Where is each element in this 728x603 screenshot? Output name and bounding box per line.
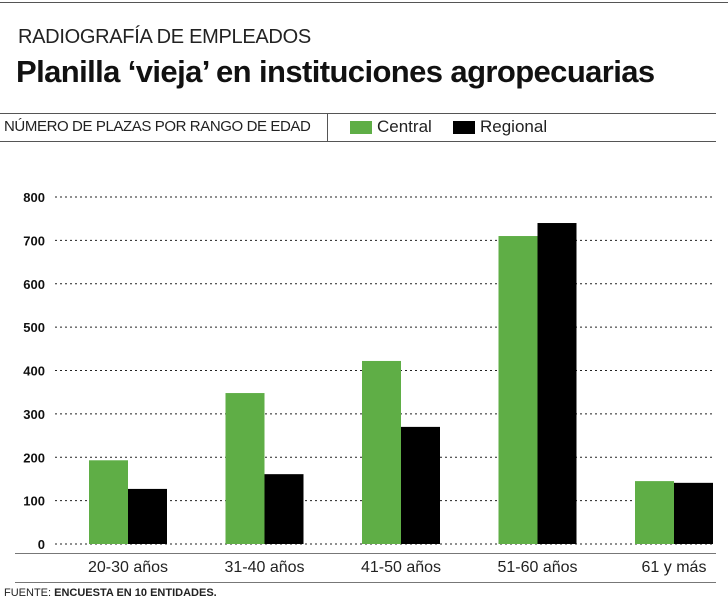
source-label: FUENTE: — [4, 587, 52, 599]
y-tick-label: 200 — [23, 450, 45, 465]
legend-central: Central — [350, 117, 432, 137]
rule — [0, 113, 716, 114]
x-tick-label: 31-40 años — [224, 559, 304, 576]
x-axis-rule — [15, 553, 716, 554]
source-note: FUENTE: ENCUESTA EN 10 ENTIDADES. — [4, 587, 217, 599]
bar-central — [498, 236, 538, 544]
legend-label: Central — [377, 117, 432, 136]
y-tick-label: 800 — [23, 190, 45, 205]
bar-regional — [537, 223, 577, 544]
y-tick-label: 400 — [23, 364, 45, 379]
divider — [327, 113, 328, 141]
bar-central — [89, 460, 128, 544]
y-tick-label: 500 — [23, 320, 45, 335]
bar-central — [362, 360, 401, 544]
bar-regional — [674, 482, 713, 544]
chart-subtitle: NÚMERO DE PLAZAS POR RANGO DE EDAD — [4, 118, 311, 135]
bar-central — [225, 393, 265, 544]
kicker: RADIOGRAFÍA DE EMPLEADOS — [18, 26, 311, 48]
rule — [15, 582, 716, 583]
bar-regional — [401, 426, 440, 544]
x-tick-label: 51-60 años — [497, 559, 577, 576]
y-tick-label: 100 — [23, 494, 45, 509]
bar-regional — [264, 474, 304, 544]
chart-title: Planilla ‘vieja’ en instituciones agrope… — [16, 54, 655, 89]
rule — [0, 141, 716, 142]
legend-swatch-central — [350, 120, 372, 134]
top-rule — [0, 2, 728, 3]
legend-swatch-regional — [453, 120, 475, 134]
x-tick-label: 20-30 años — [88, 559, 168, 576]
y-tick-label: 0 — [38, 537, 45, 552]
legend-regional: Regional — [453, 117, 547, 137]
y-tick-label: 700 — [23, 233, 45, 248]
bar-central — [635, 481, 674, 544]
x-tick-label: 41-50 años — [361, 559, 441, 576]
y-tick-label: 600 — [23, 277, 45, 292]
legend-label: Regional — [480, 117, 548, 136]
bar-regional — [128, 488, 167, 544]
source-text: ENCUESTA EN 10 ENTIDADES. — [54, 587, 217, 599]
x-tick-label: 61 y más — [642, 559, 707, 576]
y-tick-label: 300 — [23, 407, 45, 422]
